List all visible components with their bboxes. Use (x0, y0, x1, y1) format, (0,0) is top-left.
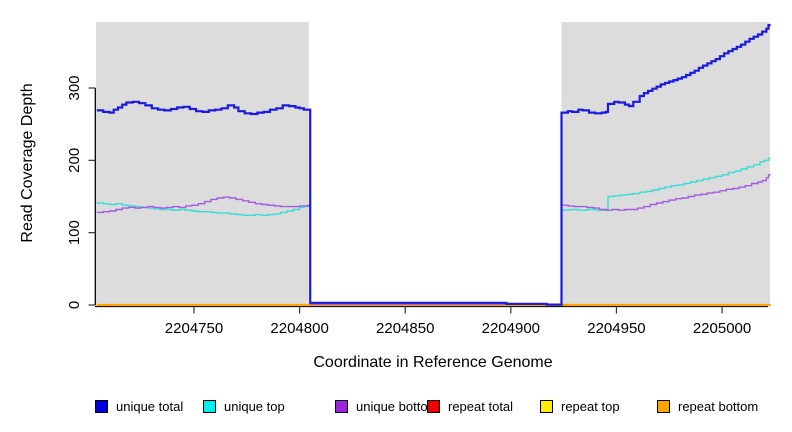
series-line-unique-total (96, 24, 771, 306)
y-axis-tick-label: 300 (66, 75, 83, 100)
x-axis-tick-label: 2205000 (693, 320, 751, 337)
y-axis-tick-label: 200 (66, 148, 83, 173)
x-axis-tick-label: 2204950 (587, 320, 645, 337)
y-axis-tick-label: 100 (66, 220, 83, 245)
x-axis-tick-label: 2204750 (165, 320, 223, 337)
shaded-region (561, 22, 770, 304)
y-axis-title: Read Coverage Depth (19, 83, 36, 243)
x-axis-title: Coordinate in Reference Genome (313, 354, 553, 371)
shaded-region (96, 22, 309, 304)
x-axis-tick-label: 2204800 (270, 320, 328, 337)
y-axis-tick-label: 0 (66, 301, 83, 309)
x-axis-tick-label: 2204850 (376, 320, 434, 337)
x-axis-tick-label: 2204900 (482, 320, 540, 337)
